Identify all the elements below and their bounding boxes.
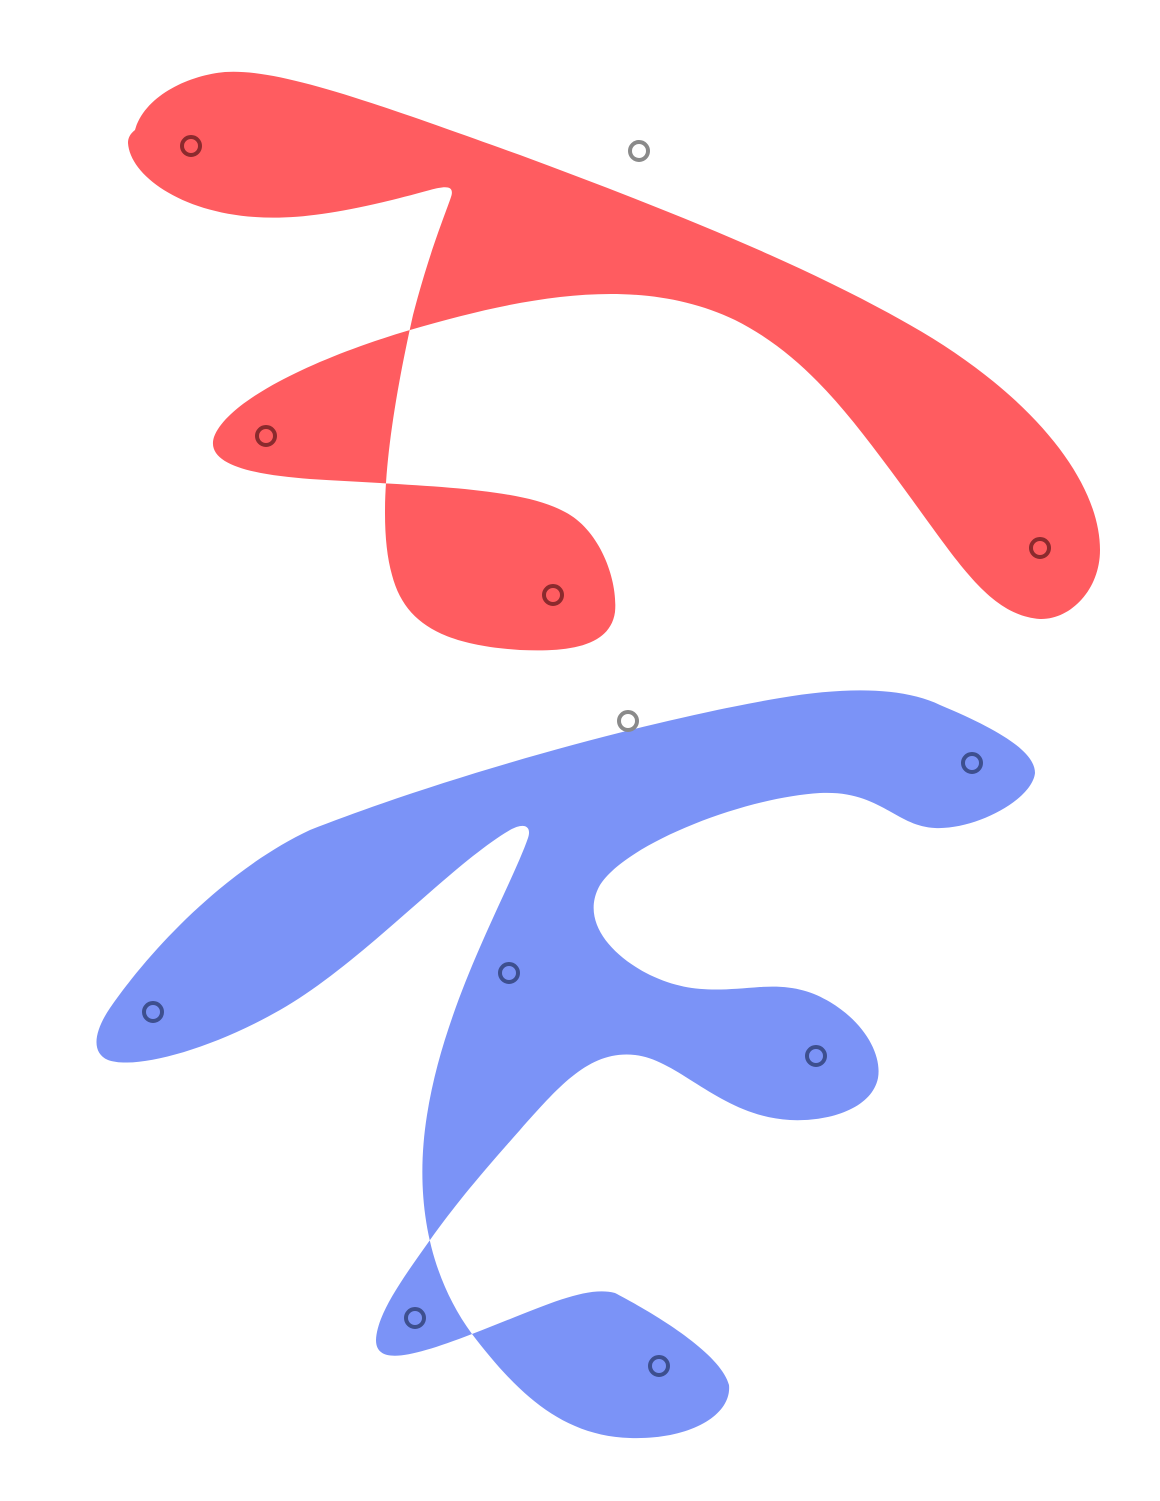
marker-ring-bottom-2 bbox=[498, 962, 520, 984]
marker-ring-outside-2 bbox=[617, 710, 639, 732]
marker-ring-top-3 bbox=[542, 584, 564, 606]
bottom-markers bbox=[142, 752, 983, 1377]
marker-ring-bottom-6 bbox=[648, 1355, 670, 1377]
bottom-blob bbox=[96, 690, 1036, 1439]
marker-ring-top-2 bbox=[255, 425, 277, 447]
top-markers bbox=[180, 135, 1051, 606]
outside-markers bbox=[617, 140, 650, 732]
top-blob-group bbox=[128, 71, 1100, 651]
bottom-blob-group bbox=[96, 690, 1036, 1439]
marker-ring-top-4 bbox=[1029, 537, 1051, 559]
top-blob bbox=[128, 71, 1100, 651]
marker-ring-outside-1 bbox=[628, 140, 650, 162]
marker-ring-top-1 bbox=[180, 135, 202, 157]
marker-ring-bottom-1 bbox=[961, 752, 983, 774]
marker-ring-bottom-4 bbox=[805, 1045, 827, 1067]
marker-ring-bottom-3 bbox=[142, 1001, 164, 1023]
marker-ring-bottom-5 bbox=[404, 1307, 426, 1329]
